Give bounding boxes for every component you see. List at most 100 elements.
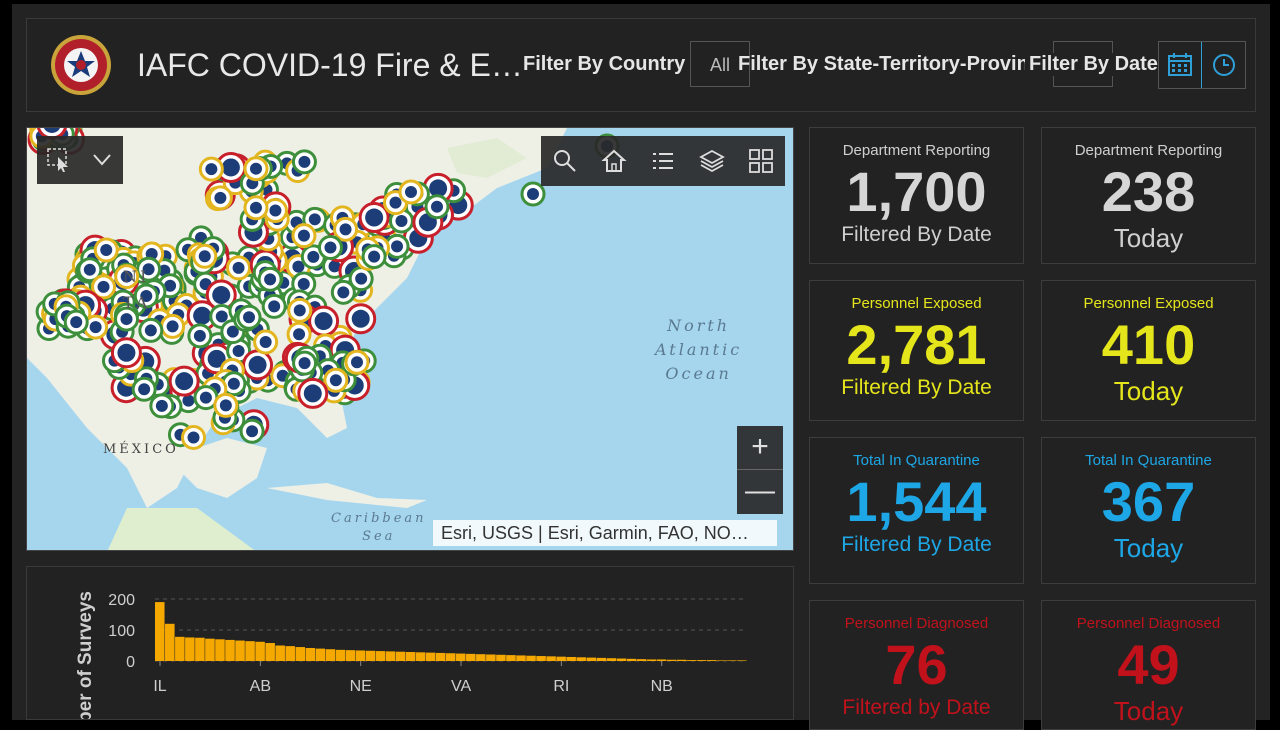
map-attribution[interactable]: Esri, USGS | Esri, Garmin, FAO, NO… [433,520,777,546]
chart-bar [646,659,657,661]
department-marker[interactable] [242,349,274,381]
select-tool-button[interactable] [37,136,80,184]
department-marker[interactable] [215,151,247,183]
department-marker[interactable] [192,243,218,269]
surveys-chart: 200 100 0 ber of Surveys IL AB NE VA RI NB [26,566,794,720]
chart-bar [345,650,356,661]
department-marker[interactable] [131,376,157,402]
chart-x-tick-label: RI [553,678,569,695]
layers-button[interactable] [687,136,736,186]
department-marker[interactable] [136,256,162,282]
department-marker[interactable] [286,321,312,347]
home-button[interactable] [590,136,639,186]
department-marker[interactable] [63,309,89,335]
chart-bar [415,652,426,661]
stat-card-title: Personnel Diagnosed [1076,615,1221,632]
map-toolbar [541,136,785,186]
department-marker[interactable] [114,264,140,290]
department-marker[interactable] [398,179,424,205]
department-marker[interactable] [243,195,269,221]
chart-bar [275,645,285,661]
department-marker[interactable] [348,266,374,292]
department-marker[interactable] [330,279,356,305]
department-marker[interactable] [91,274,117,300]
department-marker[interactable] [344,349,370,375]
department-marker[interactable] [236,304,262,330]
department-marker[interactable] [133,283,159,309]
chart-bar [395,651,406,661]
department-marker[interactable] [292,350,318,376]
department-marker[interactable] [300,244,326,270]
department-marker[interactable] [297,377,329,409]
department-marker[interactable] [149,393,175,419]
department-marker[interactable] [77,257,103,283]
department-marker[interactable] [384,233,410,259]
chart-bar [285,646,295,661]
chart-y-tick-label: 0 [126,654,135,671]
department-marker[interactable] [138,317,164,343]
department-marker[interactable] [358,202,390,234]
department-marker[interactable] [424,194,450,220]
clock-button[interactable] [1202,42,1245,88]
clock-icon [1212,54,1235,76]
department-marker[interactable] [114,306,140,332]
department-marker[interactable] [239,418,265,444]
filter-state-label: Filter By State-Territory-Province [738,53,1052,75]
chart-bar [666,659,677,661]
department-marker[interactable] [160,313,186,339]
department-marker[interactable] [291,223,317,249]
department-marker[interactable] [333,216,359,242]
department-marker[interactable] [291,149,317,175]
department-marker[interactable] [361,244,387,270]
department-marker[interactable] [93,237,119,263]
chart-bar [335,649,346,661]
map-view[interactable]: North Atlantic Ocean MÉXICO Caribbean Se… [26,127,794,551]
calendar-button[interactable] [1159,42,1203,88]
zoom-out-button[interactable]: — [745,474,775,507]
calendar-icon [1168,53,1193,76]
app-title: IAFC COVID-19 Fire & E… [137,47,523,83]
department-marker[interactable] [323,367,349,393]
department-marker[interactable] [226,338,252,364]
chart-bar [586,657,596,661]
department-marker[interactable] [243,156,269,182]
select-dropdown-button[interactable] [80,136,123,184]
department-marker[interactable] [257,266,283,292]
department-marker[interactable] [207,185,233,211]
department-marker[interactable] [317,234,343,260]
department-marker[interactable] [287,297,313,323]
chart-bar [375,651,386,661]
filter-country-select[interactable]: All [690,41,750,87]
department-marker[interactable] [110,337,142,369]
stat-card-subtitle: Filtered by Date [842,696,991,719]
legend-button[interactable] [639,136,688,186]
department-marker[interactable] [198,156,224,182]
zoom-in-button[interactable]: + [737,426,783,470]
department-marker[interactable] [181,424,207,450]
department-marker[interactable] [187,323,213,349]
stat-card-subtitle: Filtered By Date [841,376,992,399]
department-marker[interactable] [226,255,252,281]
chart-bar [355,650,366,661]
department-marker[interactable] [213,392,239,418]
stat-card-subtitle: Today [1113,376,1184,406]
chart-bar [606,658,617,661]
stat-card-subtitle: Today [1113,223,1184,253]
department-marker[interactable] [520,181,546,207]
department-marker[interactable] [83,314,109,340]
caribbean-label: Caribbean Sea [331,511,427,544]
header-bar: IAFC COVID-19 Fire & E… Filter By Countr… [26,18,1256,112]
chart-x-tick-label: NB [651,678,673,695]
department-marker[interactable] [168,365,200,397]
basemap-gallery-button[interactable] [736,136,785,186]
chart-bar [245,641,255,661]
department-marker[interactable] [308,305,340,337]
department-marker[interactable] [253,329,279,355]
chart-y-axis-label: ber of Surveys [75,591,96,720]
chart-bar [716,660,727,661]
chart-bar [195,637,205,661]
search-button[interactable] [541,136,590,186]
chevron-down-icon [92,154,111,166]
department-marker[interactable] [345,303,377,335]
department-marker[interactable] [261,293,287,319]
